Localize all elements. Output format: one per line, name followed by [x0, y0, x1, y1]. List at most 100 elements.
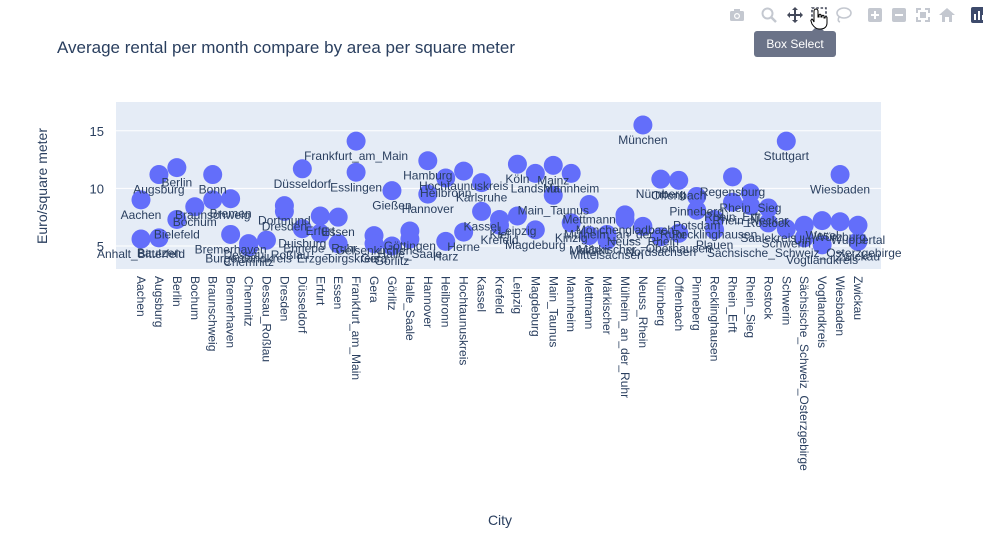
- scatter-point[interactable]: [740, 196, 760, 216]
- scatter-point[interactable]: [776, 219, 796, 239]
- scatter-point[interactable]: [597, 230, 617, 250]
- scatter-point[interactable]: [687, 186, 707, 206]
- scatter-point[interactable]: [579, 195, 599, 215]
- scatter-point[interactable]: [364, 234, 384, 254]
- scatter-point[interactable]: [328, 207, 348, 227]
- scatter-point[interactable]: [131, 190, 151, 210]
- scatter-point[interactable]: [346, 131, 366, 151]
- scatter-point[interactable]: [472, 173, 492, 193]
- scatter-point[interactable]: [203, 190, 223, 210]
- scatter-point[interactable]: [185, 197, 205, 217]
- x-tick-label: Vogtlandkreis: [815, 276, 829, 348]
- scatter-point[interactable]: [472, 201, 492, 221]
- autoscale-icon[interactable]: [914, 6, 932, 24]
- zoom-out-icon[interactable]: [890, 6, 908, 24]
- y-tick-label: 15: [90, 124, 104, 139]
- point-label: Erzgebirgskreis: [297, 252, 380, 266]
- scatter-point[interactable]: [436, 231, 456, 251]
- x-tick-label: Frankfurt_am_Main: [349, 276, 363, 380]
- x-tick-label: Bochum: [188, 276, 202, 320]
- scatter-point[interactable]: [633, 115, 653, 135]
- scatter-point[interactable]: [723, 167, 743, 187]
- point-label: Rhein_Sieg: [719, 201, 781, 215]
- point-label: Duisburg: [278, 237, 326, 251]
- scatter-point[interactable]: [579, 226, 599, 246]
- scatter-point[interactable]: [507, 206, 527, 226]
- scatter-point[interactable]: [615, 209, 635, 229]
- point-label: Chemnitz: [223, 255, 274, 269]
- scatter-point[interactable]: [651, 227, 671, 247]
- lasso-select-icon[interactable]: [834, 6, 852, 24]
- reset-axes-icon[interactable]: [938, 6, 956, 24]
- scatter-point[interactable]: [382, 181, 402, 201]
- scatter-point[interactable]: [669, 170, 689, 190]
- scatter-point[interactable]: [292, 219, 312, 239]
- camera-icon[interactable]: [728, 6, 746, 24]
- x-tick-label: Chemnitz: [242, 276, 256, 327]
- scatter-point[interactable]: [848, 215, 868, 235]
- scatter-point[interactable]: [633, 216, 653, 236]
- scatter-point[interactable]: [167, 209, 187, 229]
- scatter-point[interactable]: [418, 151, 438, 171]
- scatter-point[interactable]: [239, 237, 259, 257]
- scatter-point[interactable]: [848, 231, 868, 251]
- point-label: Mainz: [537, 173, 569, 187]
- scatter-point[interactable]: [400, 221, 420, 241]
- scatter-point[interactable]: [723, 192, 743, 212]
- scatter-point[interactable]: [794, 215, 814, 235]
- scatter-point[interactable]: [436, 168, 456, 188]
- point-label: Würzburg: [814, 230, 866, 244]
- scatter-point[interactable]: [525, 163, 545, 183]
- scatter-point[interactable]: [776, 131, 796, 151]
- scatter-point[interactable]: [561, 213, 581, 233]
- scatter-point[interactable]: [651, 169, 671, 189]
- scatter-point[interactable]: [507, 154, 527, 174]
- scatter-point[interactable]: [328, 234, 348, 254]
- scatter-point[interactable]: [669, 223, 689, 243]
- scatter-point[interactable]: [221, 189, 241, 209]
- scatter-point[interactable]: [310, 206, 330, 226]
- scatter-point[interactable]: [346, 162, 366, 182]
- zoom-in-icon[interactable]: [866, 6, 884, 24]
- scatter-point[interactable]: [812, 211, 832, 231]
- point-label: Gelsenkirchen: [336, 244, 413, 258]
- scatter-point[interactable]: [758, 198, 778, 218]
- scatter-point[interactable]: [454, 222, 474, 242]
- scatter-point[interactable]: [812, 235, 832, 255]
- scatter-point[interactable]: [687, 200, 707, 220]
- scatter-point[interactable]: [149, 165, 169, 185]
- scatter-point[interactable]: [490, 215, 509, 235]
- scatter-point[interactable]: [543, 155, 563, 175]
- scatter-point[interactable]: [525, 220, 545, 240]
- pan-icon[interactable]: [786, 6, 804, 24]
- scatter-point[interactable]: [382, 236, 402, 256]
- scatter-point[interactable]: [454, 161, 474, 181]
- x-tick-label: Rostock: [761, 276, 775, 320]
- scatter-point[interactable]: [131, 229, 151, 249]
- x-tick-label: Nürnberg: [654, 276, 668, 326]
- scatter-point[interactable]: [221, 224, 241, 244]
- marker-layer[interactable]: [131, 115, 868, 257]
- scatter-point[interactable]: [149, 228, 169, 248]
- scatter-point[interactable]: [543, 185, 563, 205]
- point-label: Rostock: [747, 216, 791, 230]
- point-label: Anhalt_Bitterfeld: [97, 247, 185, 261]
- scatter-point[interactable]: [310, 223, 330, 243]
- zoom-icon[interactable]: [760, 6, 778, 24]
- point-label: Wesel: [806, 229, 839, 243]
- scatter-point[interactable]: [256, 230, 276, 250]
- point-label: Rhein_Neckar: [712, 214, 788, 228]
- scatter-point[interactable]: [758, 213, 778, 233]
- scatter-point[interactable]: [418, 184, 438, 204]
- scatter-point[interactable]: [561, 163, 581, 183]
- scatter-point[interactable]: [830, 165, 850, 185]
- plotly-logo-icon[interactable]: [970, 6, 983, 24]
- scatter-point[interactable]: [292, 159, 312, 179]
- scatter-point[interactable]: [705, 220, 725, 240]
- point-label: Mettmann: [562, 213, 615, 227]
- scatter-point[interactable]: [274, 196, 294, 216]
- scatter-point[interactable]: [830, 212, 850, 232]
- scatter-point[interactable]: [167, 158, 187, 178]
- scatter-point[interactable]: [203, 165, 223, 185]
